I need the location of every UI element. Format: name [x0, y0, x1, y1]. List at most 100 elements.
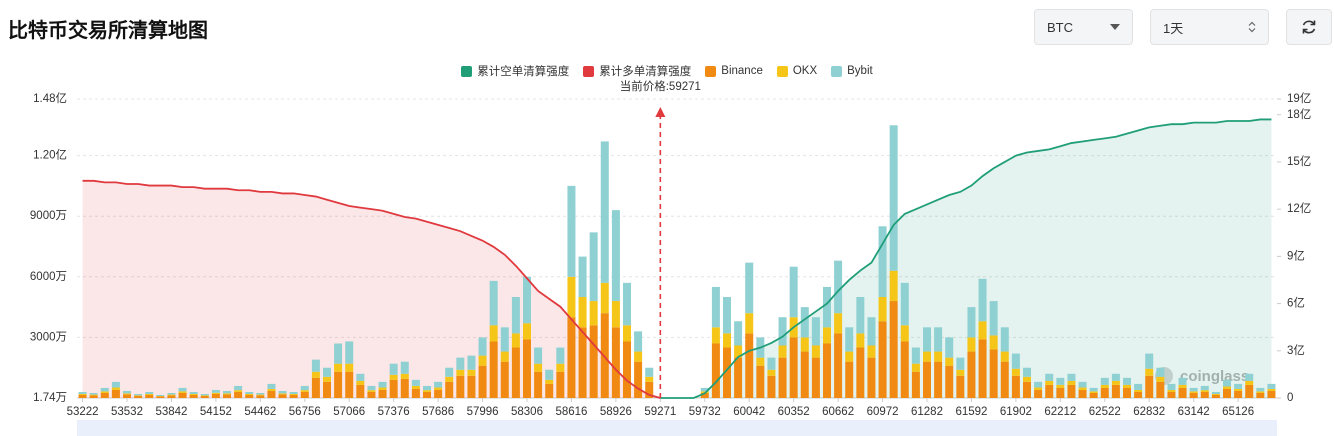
- bar: [834, 333, 843, 398]
- bar: [300, 385, 309, 391]
- bar: [389, 363, 398, 375]
- x-tick-label: 60662: [822, 406, 854, 418]
- bar: [556, 347, 565, 364]
- bar: [845, 351, 854, 362]
- bar: [156, 396, 165, 398]
- bar: [711, 343, 720, 398]
- bar: [1123, 387, 1131, 398]
- bar: [1267, 388, 1276, 391]
- bar: [367, 390, 376, 392]
- symbol-select[interactable]: BTC: [1034, 9, 1133, 45]
- legend-item[interactable]: 累计空单清算强度: [461, 63, 569, 79]
- bar: [711, 327, 720, 344]
- bar: [434, 381, 443, 388]
- bar: [756, 365, 765, 398]
- bar: [545, 369, 554, 380]
- legend-item[interactable]: Bybit: [831, 63, 873, 79]
- bar: [967, 337, 976, 352]
- bar: [500, 351, 509, 362]
- x-tick-label: 60352: [778, 406, 810, 418]
- legend-item[interactable]: Binance: [705, 63, 763, 79]
- bar: [1156, 376, 1165, 382]
- bar: [423, 391, 431, 398]
- bar: [578, 256, 587, 298]
- bar: [223, 394, 231, 398]
- bar: [378, 381, 387, 388]
- legend-item[interactable]: 累计多单清算强度: [583, 63, 691, 79]
- bar: [1100, 377, 1109, 385]
- bar: [156, 395, 165, 397]
- bar: [111, 381, 120, 388]
- bar: [167, 392, 176, 395]
- x-tick-label: 53842: [155, 406, 187, 418]
- x-tick-label: 57996: [467, 406, 499, 418]
- y-tick-label: 9000万: [30, 210, 67, 222]
- refresh-button[interactable]: [1286, 9, 1332, 45]
- bar: [523, 276, 531, 324]
- bar: [456, 375, 465, 398]
- bar: [934, 327, 943, 352]
- bar: [700, 392, 709, 398]
- bar: [1011, 368, 1020, 376]
- bar: [578, 327, 587, 398]
- price-arrowhead: [655, 107, 666, 117]
- caret: [1110, 24, 1120, 30]
- bar: [634, 361, 643, 398]
- bar: [711, 286, 720, 328]
- bar: [400, 373, 409, 379]
- bar: [245, 393, 254, 396]
- bar: [300, 390, 309, 392]
- bar: [900, 282, 909, 326]
- y2-tick-label: 19亿: [1287, 92, 1311, 105]
- bar: [1178, 384, 1187, 388]
- bar: [211, 392, 220, 394]
- bar: [878, 226, 887, 298]
- bar: [745, 313, 754, 334]
- bar: [356, 384, 365, 398]
- bar: [189, 391, 198, 394]
- x-tick-label: 62832: [1133, 406, 1165, 418]
- price-annotation: 当前价格:59271: [620, 79, 701, 93]
- x-tick-label: 53222: [67, 406, 99, 418]
- bar: [434, 389, 443, 398]
- x-tick-label: 58616: [555, 406, 587, 418]
- bar: [1234, 383, 1243, 389]
- bar: [823, 343, 831, 398]
- bar: [967, 351, 976, 398]
- bar: [745, 262, 754, 314]
- bar: [634, 351, 643, 362]
- bar: [789, 317, 798, 338]
- bar: [534, 371, 543, 398]
- bar: [289, 391, 298, 394]
- bar: [1134, 391, 1143, 398]
- bar: [767, 357, 776, 370]
- x-tick-label: 62212: [1044, 406, 1076, 418]
- bar: [1234, 388, 1243, 391]
- bar: [145, 395, 154, 398]
- y2-tick-label: 18亿: [1287, 108, 1311, 121]
- bar: [223, 393, 231, 395]
- bar: [600, 313, 609, 398]
- caret: [1248, 21, 1256, 33]
- bar: [878, 297, 887, 322]
- watermark-icon: [1155, 367, 1173, 385]
- bar: [334, 363, 343, 372]
- bar: [323, 367, 331, 377]
- bar: [1078, 387, 1087, 390]
- bar: [556, 371, 565, 398]
- bar: [234, 390, 243, 392]
- interval-select[interactable]: 1天: [1150, 9, 1269, 45]
- bar: [256, 394, 265, 396]
- bar: [734, 357, 743, 398]
- bar: [978, 278, 987, 322]
- bar: [78, 393, 87, 396]
- bar: [978, 339, 987, 398]
- x-tick-label: 54152: [200, 406, 232, 418]
- bar: [178, 391, 187, 393]
- bar: [1200, 385, 1209, 391]
- legend-item[interactable]: OKX: [776, 63, 817, 79]
- bar: [323, 381, 331, 398]
- x-tick-label: 61902: [1000, 406, 1032, 418]
- bar: [767, 369, 776, 376]
- bar: [189, 395, 198, 398]
